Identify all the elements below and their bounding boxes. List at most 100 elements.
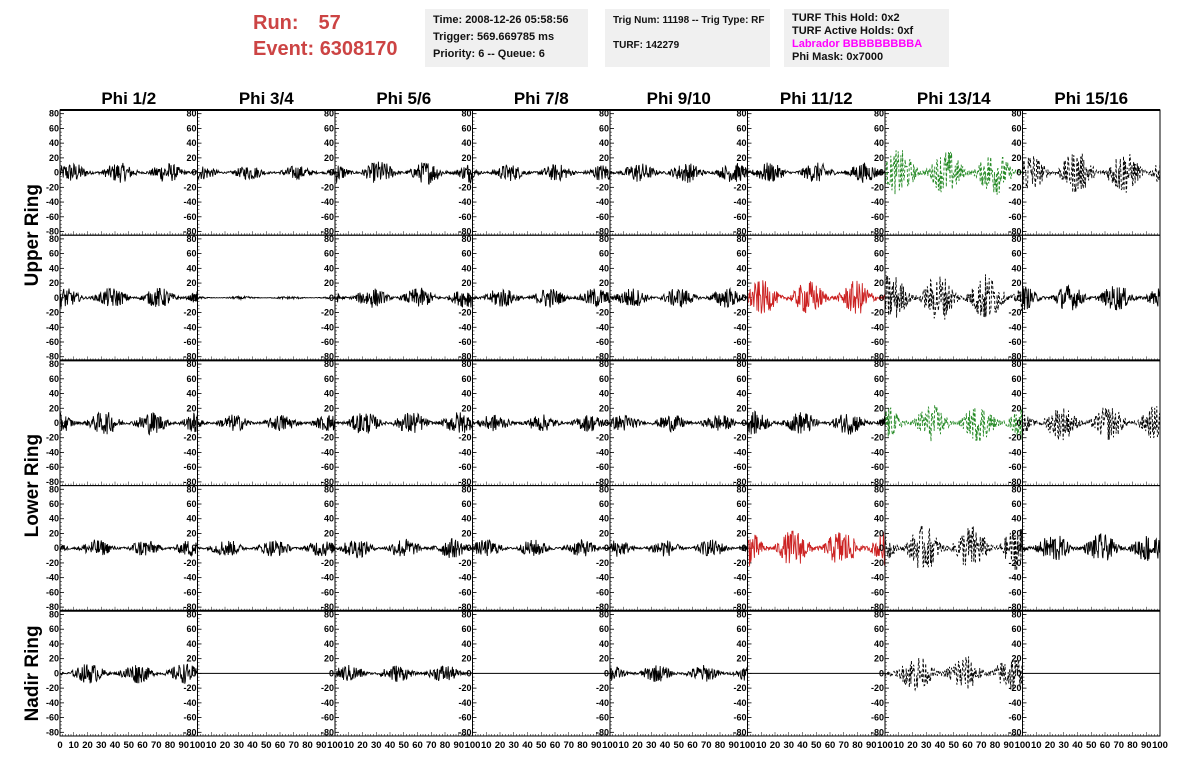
x-tick-label: 40 [110,740,121,751]
waveform-trace [197,165,336,181]
y-tick-label: 20 [324,654,334,664]
waveform-trace [884,656,1023,692]
y-tick-label: 20 [1011,278,1021,288]
y-tick-label: -40 [596,573,609,583]
y-tick-label: 40 [49,514,59,524]
waveform-trace [747,280,886,314]
y-tick-label: 80 [736,484,746,494]
y-tick-label: -60 [46,212,59,222]
y-tick-label: 20 [461,278,471,288]
y-tick-label: 0 [741,418,746,428]
waveform-panel: -80 -60 -40 -20 0 20 40 60 80 [46,484,198,612]
y-tick-label: -80 [1008,227,1021,237]
y-tick-label: -20 [183,683,196,693]
y-tick-label: -60 [321,713,334,723]
y-tick-label: 80 [461,609,471,619]
panel-frame [1022,359,1161,487]
waveform-trace [1022,533,1161,561]
y-tick-label: -80 [46,727,59,737]
y-tick-label: 40 [874,389,884,399]
waveform-panel: -80 -60 -40 -20 0 20 40 60 80 [458,484,611,612]
x-tick-label: 50 [398,740,409,751]
y-tick-label: -80 [46,227,59,237]
waveform-panel: -80 -60 -40 -20 0 20 40 60 80 [871,609,1023,737]
x-tick-label: 30 [783,740,794,751]
y-tick-label: -60 [321,337,334,347]
y-tick-label: 0 [191,168,196,178]
y-tick-label: -60 [46,337,59,347]
y-tick-label: 40 [599,389,609,399]
y-tick-label: -80 [321,727,334,737]
y-tick-label: 40 [736,389,746,399]
y-tick-label: 40 [1011,514,1021,524]
waveform-panel: -80 -60 -40 -20 0 20 40 60 80 [46,359,198,487]
y-tick-label: -60 [458,713,471,723]
waveform-trace [609,539,748,557]
y-tick-label: 60 [736,499,746,509]
y-tick-label: -20 [458,683,471,693]
waveform-panel: -80 -60 -40 -20 0 20 40 60 80 [1008,234,1161,362]
y-tick-label: -60 [183,587,196,597]
y-tick-label: 80 [874,484,884,494]
x-tick-label: 70 [426,740,437,751]
y-tick-label: 40 [324,389,334,399]
y-tick-label: 0 [604,543,609,553]
y-tick-label: -40 [183,698,196,708]
y-tick-label: -60 [183,713,196,723]
turf-info-box: TURF This Hold: 0x2 TURF Active Holds: 0… [784,9,949,67]
y-tick-label: -80 [46,602,59,612]
y-tick-label: -60 [596,337,609,347]
y-tick-label: 0 [741,668,746,678]
waveform-panel: -80 -60 -40 -20 0 20 40 60 80 [1008,609,1161,737]
y-tick-label: -20 [183,182,196,192]
y-tick-label: 80 [599,484,609,494]
waveform-panel: -80 -60 -40 -20 0 20 40 60 80 [321,109,473,237]
y-tick-label: -80 [321,477,334,487]
x-tick-label: 0 [57,740,62,751]
y-tick-label: 40 [186,138,196,148]
y-tick-label: 40 [599,138,609,148]
y-tick-label: 20 [736,403,746,413]
x-tick-label: 100 [190,740,206,751]
x-tick-label: 50 [123,740,134,751]
waveform-trace [197,294,336,302]
x-tick-label: 20 [495,740,506,751]
y-tick-label: 60 [736,374,746,384]
y-tick-label: 80 [186,359,196,369]
y-tick-label: 60 [186,499,196,509]
waveform-panel: -80 -60 -40 -20 0 20 40 60 80 [183,609,336,737]
x-tick-label: 10 [68,740,79,751]
y-tick-label: -80 [321,227,334,237]
y-tick-label: -60 [733,337,746,347]
x-tick-label: 60 [1100,740,1111,751]
waveform-trace [197,539,336,557]
labrador-text: Labrador BBBBBBBBBA [792,38,923,50]
y-tick-label: -60 [871,713,884,723]
y-tick-label: 80 [599,109,609,119]
y-tick-label: 60 [1011,624,1021,634]
y-tick-label: 20 [874,403,884,413]
x-tick-label: 40 [660,740,671,751]
x-tick-label: 10 [343,740,354,751]
y-tick-label: 40 [736,639,746,649]
y-tick-label: -20 [1008,433,1021,443]
y-tick-label: -60 [871,337,884,347]
y-tick-label: 20 [1011,403,1021,413]
trigger-text: Trigger: 569.669785 ms [433,31,555,43]
y-tick-label: -40 [321,698,334,708]
y-tick-label: -80 [871,227,884,237]
y-tick-label: 20 [324,528,334,538]
y-tick-label: -40 [458,447,471,457]
y-tick-label: -20 [321,558,334,568]
y-tick-label: 0 [329,168,334,178]
y-tick-label: -20 [733,308,746,318]
x-tick-label: 90 [591,740,602,751]
y-tick-label: 20 [324,153,334,163]
y-tick-label: 20 [736,278,746,288]
x-tick-label: 20 [632,740,643,751]
column-header: Phi 1/2 [101,89,156,108]
y-tick-label: 20 [461,153,471,163]
waveform-trace [747,530,886,567]
x-tick-label: 70 [838,740,849,751]
y-tick-label: 40 [736,514,746,524]
